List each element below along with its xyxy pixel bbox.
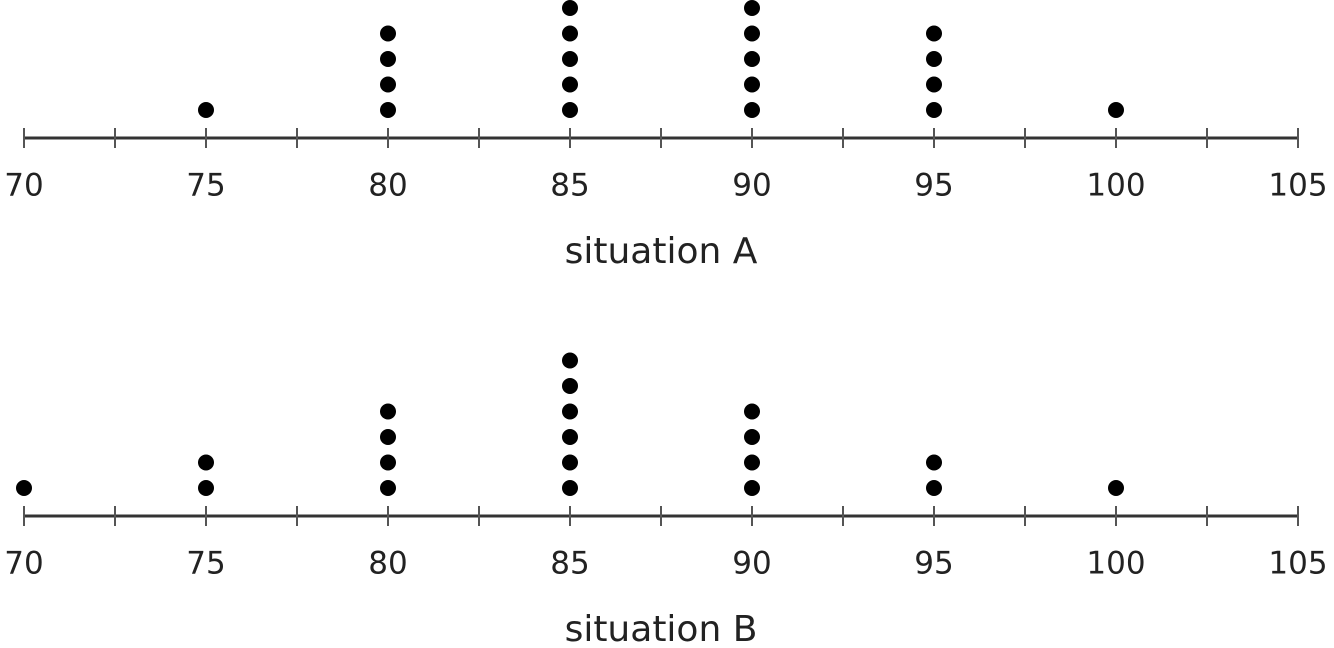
dot — [562, 76, 578, 93]
dot — [562, 51, 578, 67]
x-tick-label: 100 — [1086, 168, 1145, 204]
dot — [744, 51, 760, 67]
x-tick-label: 70 — [4, 168, 43, 204]
dot — [380, 403, 396, 420]
dot — [380, 51, 396, 67]
dot — [744, 76, 760, 93]
x-tick-label: 70 — [4, 546, 43, 582]
x-tick-label: 80 — [368, 546, 407, 582]
dot — [926, 76, 942, 93]
dot — [562, 352, 578, 369]
dot — [380, 76, 396, 93]
x-tick-label: 85 — [550, 546, 589, 582]
dot — [198, 454, 214, 471]
dot — [1108, 102, 1124, 118]
x-tick-label: 75 — [186, 546, 225, 582]
dot — [380, 480, 396, 496]
dot — [744, 403, 760, 420]
dot — [744, 0, 760, 16]
dot — [926, 25, 942, 42]
x-tick-label: 90 — [732, 546, 771, 582]
x-tick-label: 85 — [550, 168, 589, 204]
dot — [562, 25, 578, 42]
dot — [926, 480, 942, 496]
dot — [562, 403, 578, 420]
dot — [16, 480, 32, 496]
x-tick-label: 80 — [368, 168, 407, 204]
dot — [380, 102, 396, 118]
dot — [562, 102, 578, 118]
x-tick-label: 105 — [1268, 546, 1327, 582]
dot — [926, 454, 942, 471]
dot — [926, 51, 942, 67]
x-tick-label: 95 — [914, 546, 953, 582]
dot — [744, 480, 760, 496]
dot — [744, 25, 760, 42]
axis-title: situation B — [565, 609, 758, 648]
dot — [744, 102, 760, 118]
dot — [562, 0, 578, 16]
dot — [562, 378, 578, 394]
dot — [1108, 480, 1124, 496]
x-tick-label: 95 — [914, 168, 953, 204]
x-tick-label: 75 — [186, 168, 225, 204]
dot — [562, 429, 578, 445]
dot — [562, 454, 578, 471]
dot — [380, 25, 396, 42]
dot — [744, 429, 760, 445]
dot — [380, 454, 396, 471]
dot — [562, 480, 578, 496]
dot — [198, 480, 214, 496]
dot — [744, 454, 760, 471]
dot — [198, 102, 214, 118]
x-tick-label: 90 — [732, 168, 771, 204]
x-tick-label: 105 — [1268, 168, 1327, 204]
dot — [380, 429, 396, 445]
axis-title: situation A — [565, 231, 758, 272]
dot — [926, 102, 942, 118]
x-tick-label: 100 — [1086, 546, 1145, 582]
